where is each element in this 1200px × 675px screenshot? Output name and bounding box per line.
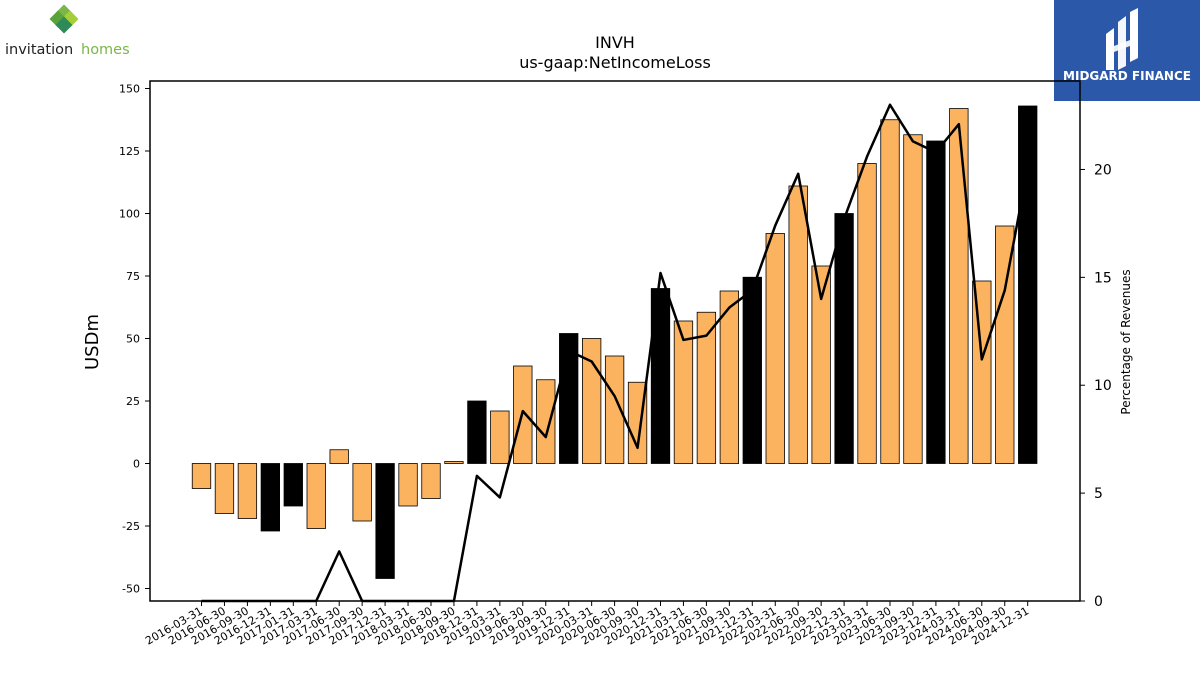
bar	[673, 320, 694, 464]
bar	[306, 463, 326, 529]
bar	[214, 463, 235, 514]
y2-tick-label: 5	[1094, 486, 1103, 502]
y2-tick-label: 10	[1094, 378, 1112, 394]
bar	[260, 463, 281, 532]
y-tick-label: 50	[126, 333, 140, 346]
bar	[650, 288, 671, 464]
bar	[926, 140, 946, 464]
bar	[903, 134, 923, 464]
bar	[467, 400, 487, 464]
y-axis-right: 0 5 10 15 20	[1080, 162, 1112, 610]
x-axis: 2016-03-312016-06-302016-09-302016-12-31…	[143, 601, 1031, 648]
bar	[398, 463, 418, 507]
bar	[857, 163, 877, 464]
bar	[444, 461, 464, 464]
y2-axis-label: Percentage of Revenues	[1119, 269, 1133, 414]
bar	[536, 379, 556, 464]
y2-tick-label: 0	[1094, 594, 1103, 610]
y-tick-label: -25	[122, 520, 140, 533]
bar	[719, 290, 739, 464]
bar	[375, 463, 395, 579]
bar	[329, 449, 349, 464]
company-logo: invitation homes	[4, 4, 134, 60]
bar	[237, 463, 258, 519]
midgard-name: MIDGARD FINANCE	[1063, 69, 1191, 83]
bar-series	[191, 105, 1038, 579]
chart-subtitle: us-gaap:NetIncomeLoss	[519, 53, 711, 72]
bar	[834, 213, 854, 464]
midgard-mark-icon	[1106, 8, 1138, 70]
logo-text-light: homes	[81, 42, 130, 58]
y-tick-label: 100	[119, 208, 140, 221]
chart-title: INVH	[595, 33, 635, 52]
y-tick-label: 25	[126, 395, 140, 408]
y2-tick-label: 15	[1094, 270, 1112, 286]
plot-frame	[149, 80, 1081, 602]
bar	[490, 410, 510, 464]
bar	[742, 276, 762, 464]
bar	[627, 381, 648, 464]
bar	[1018, 105, 1038, 464]
bar	[765, 233, 785, 464]
bar	[283, 463, 303, 507]
revenue-percentage-line	[201, 103, 1029, 603]
bar	[191, 463, 212, 489]
y-tick-label: 0	[133, 458, 140, 471]
bar	[352, 463, 372, 522]
logo-text-dark: invitation	[5, 42, 73, 58]
bar	[421, 463, 441, 499]
y-tick-label: 75	[126, 270, 140, 283]
y-tick-label: 150	[119, 83, 140, 96]
y-axis-left: -50 -25 0 25 50 75 100 125 150	[119, 83, 150, 596]
y2-tick-label: 20	[1094, 162, 1112, 178]
midgard-finance-logo: MIDGARD FINANCE	[1054, 0, 1200, 101]
bar	[696, 311, 717, 464]
bar	[788, 185, 808, 464]
bar	[995, 225, 1015, 464]
y-tick-label: 125	[119, 145, 140, 158]
y-tick-label: -50	[122, 583, 140, 596]
bar	[972, 280, 992, 464]
line-series	[201, 103, 1029, 603]
bar	[604, 355, 625, 464]
bar	[949, 108, 969, 464]
bar	[880, 119, 900, 464]
y-axis-label: USDm	[82, 314, 103, 370]
bar	[811, 265, 831, 464]
